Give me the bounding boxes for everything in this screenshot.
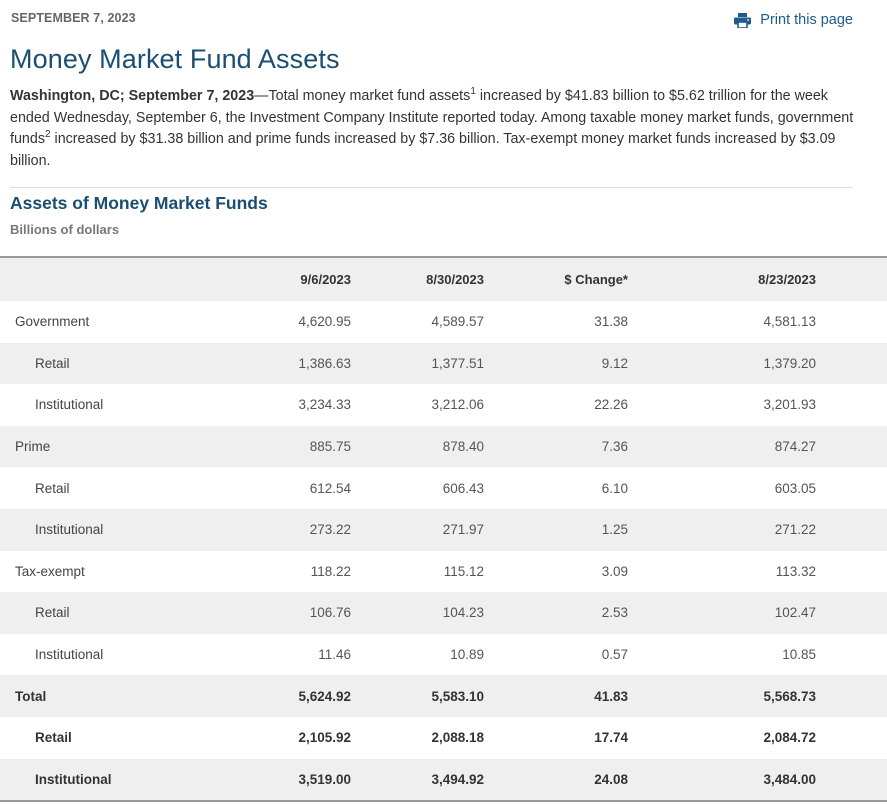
cell-value: 24.08	[594, 771, 628, 787]
cell-value: 11.46	[318, 647, 351, 663]
cell-value: 113.32	[775, 563, 816, 579]
cell-value: 874.27	[774, 439, 816, 455]
cell-value: 2,084.72	[763, 730, 816, 746]
cell-value: 603.05	[774, 480, 816, 496]
intro-text-3: increased by $31.38 billion and prime fu…	[10, 131, 836, 169]
table-row: Institutional 11.46 10.89 0.57 10.85	[0, 633, 887, 676]
cell-value: 31.38	[594, 314, 628, 330]
row-label: Institutional	[35, 397, 104, 413]
row-label: Prime	[15, 439, 51, 455]
row-label: Institutional	[35, 771, 112, 787]
dateline: SEPTEMBER 7, 2023	[11, 11, 136, 25]
cell-value: 3,234.33	[298, 397, 351, 413]
cell-value: 1,386.63	[298, 355, 351, 371]
cell-value: 271.97	[442, 522, 484, 538]
cell-value: 106.76	[309, 605, 351, 621]
section-title: Assets of Money Market Funds	[10, 193, 268, 213]
row-label: Retail	[35, 355, 70, 371]
cell-value: 5,583.10	[431, 688, 484, 704]
row-label: Tax-exempt	[15, 563, 85, 579]
cell-value: 3,201.93	[763, 397, 816, 413]
cell-value: 17.74	[594, 730, 628, 746]
table-row: Retail 106.76 104.23 2.53 102.47	[0, 592, 887, 634]
cell-value: 4,581.13	[763, 314, 816, 330]
table-row: Retail 612.54 606.43 6.10 603.05	[0, 467, 887, 509]
cell-value: 5,568.73	[763, 688, 816, 704]
table-row-total: Institutional 3,519.00 3,494.92 24.08 3,…	[0, 758, 887, 801]
cell-value: 3.09	[601, 563, 628, 579]
cell-value: 4,589.57	[431, 314, 484, 330]
table-header-row: 9/6/2023 8/30/2023 $ Change* 8/23/2023	[0, 258, 887, 301]
table-row: Prime 885.75 878.40 7.36 874.27	[0, 425, 887, 468]
cell-value: 273.22	[309, 522, 351, 538]
cell-value: 6.10	[601, 480, 628, 496]
cell-value: 2,088.18	[431, 730, 484, 746]
cell-value: 4,620.95	[298, 314, 351, 330]
header-category	[0, 258, 240, 301]
cell-value: 10.85	[782, 647, 816, 663]
cell-value: 104.23	[442, 605, 484, 621]
intro-text-2: increased by $41.83 billion to $5.62 tri…	[10, 88, 854, 148]
print-page-link[interactable]: Print this page	[734, 12, 853, 28]
intro-lead: Washington, DC; September 7, 2023	[10, 88, 255, 104]
print-page-label[interactable]: Print this page	[760, 12, 853, 28]
table-row-total: Total 5,624.92 5,583.10 41.83 5,568.73	[0, 675, 887, 717]
cell-value: 5,624.92	[298, 688, 351, 704]
header-week-2: 8/30/2023	[426, 272, 484, 287]
cell-value: 102.47	[774, 605, 816, 621]
header-week-1: 9/6/2023	[300, 272, 351, 287]
cell-value: 3,212.06	[431, 397, 484, 413]
cell-value: 3,484.00	[763, 771, 816, 787]
table-row: Institutional 3,234.33 3,212.06 22.26 3,…	[0, 384, 887, 426]
intro-text-1: —Total money market fund assets	[254, 88, 471, 104]
cell-value: 7.36	[601, 439, 628, 455]
cell-value: 118.22	[310, 563, 351, 579]
cell-value: 2.53	[601, 605, 628, 621]
table-row: Institutional 273.22 271.97 1.25 271.22	[0, 508, 887, 551]
cell-value: 885.75	[309, 439, 351, 455]
row-label: Retail	[35, 605, 70, 621]
cell-value: 2,105.92	[298, 730, 351, 746]
cell-value: 9.12	[601, 355, 628, 371]
cell-value: 10.89	[450, 647, 484, 663]
row-label: Retail	[35, 480, 70, 496]
row-label: Retail	[35, 730, 72, 746]
cell-value: 41.83	[594, 688, 628, 704]
assets-table: 9/6/2023 8/30/2023 $ Change* 8/23/2023 G…	[0, 258, 887, 801]
cell-value: 612.54	[309, 480, 351, 496]
table-row: Tax-exempt 118.22 115.12 3.09 113.32	[0, 550, 887, 593]
cell-value: 1.25	[601, 522, 628, 538]
footnote-ref-2[interactable]: 2	[44, 129, 51, 141]
header-week-3: 8/23/2023	[758, 272, 816, 287]
table-row: Government 4,620.95 4,589.57 31.38 4,581…	[0, 301, 887, 343]
header-change: $ Change*	[564, 272, 628, 287]
row-label: Government	[15, 314, 90, 330]
units-label: Billions of dollars	[10, 222, 120, 237]
cell-value: 3,494.92	[431, 771, 484, 787]
cell-value: 22.26	[594, 397, 628, 413]
row-label: Institutional	[35, 522, 104, 538]
page-title: Money Market Fund Assets	[10, 44, 340, 74]
table-row-total: Retail 2,105.92 2,088.18 17.74 2,084.72	[0, 716, 887, 759]
header-spacer	[816, 258, 887, 301]
cell-value: 606.43	[442, 480, 484, 496]
cell-value: 1,379.20	[763, 355, 816, 371]
cell-value: 271.22	[774, 522, 816, 538]
section-divider	[10, 187, 853, 188]
footnote-ref-1[interactable]: 1	[470, 86, 476, 98]
row-label: Total	[15, 688, 47, 704]
cell-value: 115.12	[443, 563, 484, 579]
intro-paragraph: Washington, DC; September 7, 2023—Total …	[10, 86, 860, 172]
cell-value: 1,377.51	[431, 355, 484, 371]
printer-icon	[734, 12, 752, 28]
cell-value: 3,519.00	[298, 771, 351, 787]
assets-table-container: 9/6/2023 8/30/2023 $ Change* 8/23/2023 G…	[0, 256, 887, 803]
cell-value: 878.40	[442, 439, 484, 455]
row-label: Institutional	[35, 647, 104, 663]
table-row: Retail 1,386.63 1,377.51 9.12 1,379.20	[0, 342, 887, 385]
cell-value: 0.57	[601, 647, 628, 663]
